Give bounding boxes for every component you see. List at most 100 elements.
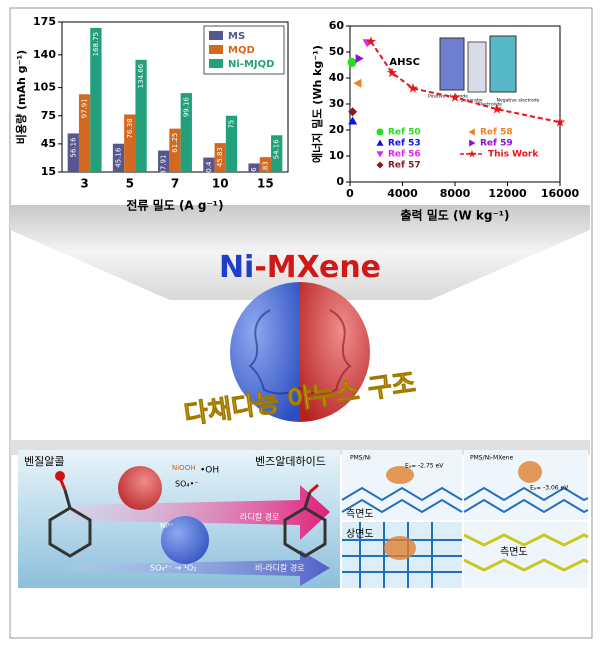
x-axis-label: 전류 밀도 (A g⁻¹) — [126, 198, 223, 213]
legend-label: Ref 56 — [388, 150, 421, 160]
bar — [259, 157, 272, 172]
bar — [169, 128, 181, 172]
x-tick-label: 8000 — [440, 187, 471, 200]
legend-marker — [468, 149, 476, 158]
legend-marker — [469, 139, 476, 147]
benzaldehyde-molecule — [283, 483, 327, 558]
data-point — [353, 78, 362, 88]
x-tick-label: 12000 — [488, 187, 527, 200]
view-label: 측면도 — [500, 546, 528, 558]
outer-frame — [9, 7, 593, 639]
legend-label: Ref 58 — [480, 128, 513, 138]
y-tick-label: 105 — [33, 81, 56, 94]
y-tick-label: 45 — [41, 137, 56, 150]
data-point — [386, 67, 398, 78]
bar — [90, 27, 102, 172]
value-label: 24.16 — [250, 167, 258, 188]
x-tick-label: 16000 — [541, 187, 580, 200]
bar — [203, 157, 215, 172]
background-band — [10, 205, 590, 300]
y-tick-label: 60 — [329, 19, 345, 32]
legend-marker — [376, 128, 384, 136]
y-tick-label: 0 — [336, 175, 344, 188]
data-point — [348, 107, 358, 117]
nooh-label: NiOOH — [172, 464, 195, 472]
legend-label: Ref 50 — [388, 128, 421, 138]
y-tick-label: 175 — [33, 15, 56, 28]
reactant-label: 벤질알콜 — [24, 454, 64, 468]
value-label: 76.38 — [126, 118, 134, 138]
value-label: 30.4 — [205, 161, 213, 177]
value-label: 37.91 — [160, 155, 168, 175]
data-point — [554, 116, 566, 127]
data-point — [348, 116, 358, 125]
nonradical-arrow — [70, 550, 330, 586]
oxygen-atom — [55, 471, 65, 481]
bar — [135, 59, 147, 172]
inset-electrode — [489, 35, 517, 93]
y-tick-label: 50 — [329, 45, 345, 58]
radical-arrow — [70, 485, 330, 540]
x-tick-label: 10 — [212, 177, 229, 191]
x-tick-label: 0 — [346, 187, 354, 200]
title: Ni-MXene — [219, 250, 381, 285]
legend-label: Ni-MJQD — [228, 59, 274, 70]
y-tick-label: 40 — [329, 71, 345, 84]
oh-radical: •OH — [200, 466, 219, 476]
legend-marker — [468, 128, 475, 136]
data-point — [355, 54, 364, 63]
y-axis-label: 에너지 밀도 (Wh kg⁻¹) — [310, 45, 324, 163]
pms-ni-mxene-label: PMS/Ni-MXene — [470, 455, 513, 462]
legend-label: Ref 53 — [388, 139, 421, 149]
energy-label: Eₐ= -2.75 eV — [405, 463, 444, 470]
y-axis-label: 비용량 (mAh g⁻¹) — [14, 50, 28, 144]
data-point — [491, 103, 503, 114]
data-point — [449, 92, 461, 102]
inset-electrode — [439, 37, 465, 91]
legend-label: Ref 59 — [480, 139, 513, 149]
x-tick-label: 15 — [257, 177, 274, 191]
bar — [225, 115, 238, 172]
nonradical-path-label: 비-라디칼 경로 — [255, 563, 305, 573]
legend-label: MQD — [228, 45, 255, 56]
value-label: 75 — [228, 120, 236, 129]
value-label: 134.66 — [137, 63, 145, 88]
janus-sphere — [230, 282, 370, 422]
view-label: 측면도 — [346, 508, 374, 520]
title-mxene: -MXene — [254, 250, 381, 285]
value-label: 56.16 — [69, 137, 77, 158]
legend-marker — [376, 151, 384, 158]
y-tick-label: 10 — [329, 149, 345, 162]
value-label: 54.16 — [273, 139, 281, 160]
title-ni: Ni — [219, 250, 254, 285]
x-tick-label: 5 — [126, 177, 134, 191]
annotation: AHSC — [389, 57, 420, 68]
bar — [248, 163, 260, 172]
value-label: 61.25 — [171, 133, 179, 153]
ni-label: Ni²⁺ — [160, 522, 174, 530]
inset-label: Negative electrode — [497, 98, 540, 104]
y-tick-label: 30 — [329, 97, 345, 110]
bar — [124, 114, 136, 172]
janus-particle — [161, 516, 209, 564]
data-point — [407, 83, 419, 93]
data-point — [365, 36, 377, 46]
legend-marker — [376, 139, 384, 146]
bar — [180, 93, 192, 172]
x-tick-label: 4000 — [387, 187, 418, 200]
ahsc-inset — [439, 35, 517, 93]
product-label: 벤즈알데하이드 — [255, 454, 326, 468]
radical-path-label: 라디칼 경로 — [240, 512, 279, 522]
data-point — [347, 57, 357, 67]
inset-label: Separator — [461, 98, 483, 104]
so4-conversion: SO₄²⁻ → ¹O₂ — [150, 564, 197, 573]
energy-label: Eₐ= -3.06 eV — [530, 485, 569, 492]
value-label: 168.75 — [92, 32, 100, 57]
pms-ni-label: PMS/Ni — [350, 455, 371, 462]
legend-label: Ref 57 — [388, 161, 421, 171]
inset-label: Electrolyte — [478, 102, 502, 108]
y-tick-label: 15 — [41, 165, 56, 178]
bar — [271, 135, 283, 172]
